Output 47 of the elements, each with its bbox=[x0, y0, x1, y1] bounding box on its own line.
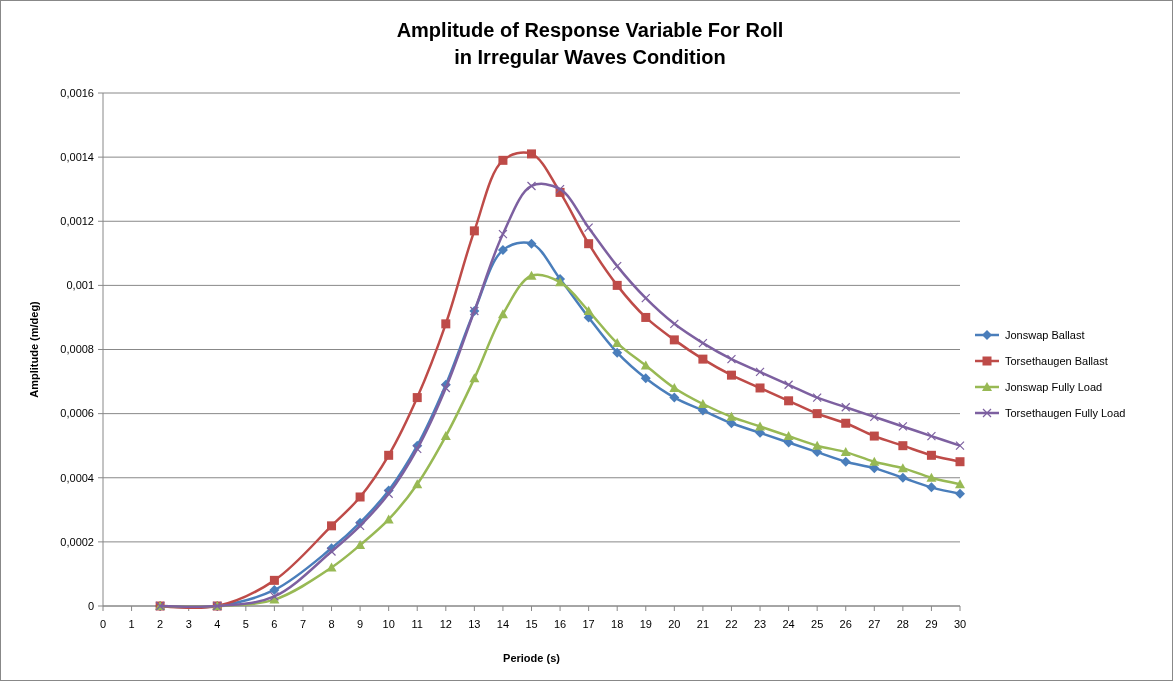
x-tick-label: 28 bbox=[896, 618, 909, 630]
x-tick-label: 5 bbox=[242, 618, 249, 630]
y-tick-label: 0,0002 bbox=[60, 535, 94, 548]
chart-title: Amplitude of Response Variable For Roll in Irregular Waves Condition bbox=[396, 19, 784, 68]
y-tick-label: 0,0008 bbox=[60, 343, 94, 356]
y-tick-label: 0,0006 bbox=[60, 407, 94, 420]
x-tick-label: 18 bbox=[611, 618, 624, 630]
legend-label: Jonswap Ballast bbox=[1005, 328, 1085, 341]
x-tick-label: 20 bbox=[668, 618, 681, 630]
x-tick-label: 3 bbox=[185, 618, 192, 630]
y-tick-label: 0,0016 bbox=[60, 86, 94, 99]
x-tick-label: 11 bbox=[411, 618, 423, 630]
x-tick-label: 8 bbox=[328, 618, 335, 630]
x-tick-label: 0 bbox=[99, 618, 107, 630]
x-tick-label: 10 bbox=[382, 618, 395, 630]
x-tick-label: 17 bbox=[582, 618, 595, 630]
x-tick-label: 9 bbox=[357, 618, 364, 630]
y-tick-label: 0 bbox=[87, 599, 94, 612]
x-tick-label: 25 bbox=[811, 618, 824, 630]
x-tick-label: 22 bbox=[725, 618, 738, 630]
x-tick-label: 2 bbox=[157, 618, 164, 630]
x-tick-label: 24 bbox=[782, 618, 795, 630]
y-tick-label: 0,0014 bbox=[60, 150, 94, 163]
x-tick-label: 16 bbox=[553, 618, 567, 630]
y-tick-label: 0,001 bbox=[66, 279, 94, 292]
x-tick-label: 23 bbox=[753, 618, 767, 630]
x-tick-label: 7 bbox=[299, 618, 307, 630]
y-tick-label: 0,0012 bbox=[60, 215, 94, 228]
x-tick-label: 21 bbox=[696, 618, 710, 630]
legend-label: Jonswap Fully Load bbox=[1005, 380, 1103, 393]
x-tick-label: 29 bbox=[925, 618, 938, 630]
x-tick-label: 26 bbox=[839, 618, 852, 630]
x-axis-title: Periode (s) bbox=[503, 652, 561, 664]
y-tick-label: 0,0004 bbox=[60, 471, 94, 484]
legend-label: Torsethaugen Ballast bbox=[1005, 354, 1108, 367]
x-tick-label: 1 bbox=[128, 618, 135, 630]
legend-label: Torsethaugen Fully Load bbox=[1005, 406, 1126, 419]
x-tick-label: 30 bbox=[953, 618, 967, 630]
x-tick-label: 4 bbox=[214, 618, 221, 630]
x-tick-label: 27 bbox=[868, 618, 881, 630]
x-tick-label: 15 bbox=[525, 618, 538, 630]
x-tick-label: 13 bbox=[468, 618, 481, 630]
x-tick-label: 19 bbox=[639, 618, 652, 630]
x-tick-label: 6 bbox=[271, 618, 278, 630]
x-tick-label: 12 bbox=[439, 618, 452, 630]
x-tick-label: 14 bbox=[496, 618, 510, 630]
y-axis-title: Amplitude (m/deg) bbox=[28, 300, 40, 398]
